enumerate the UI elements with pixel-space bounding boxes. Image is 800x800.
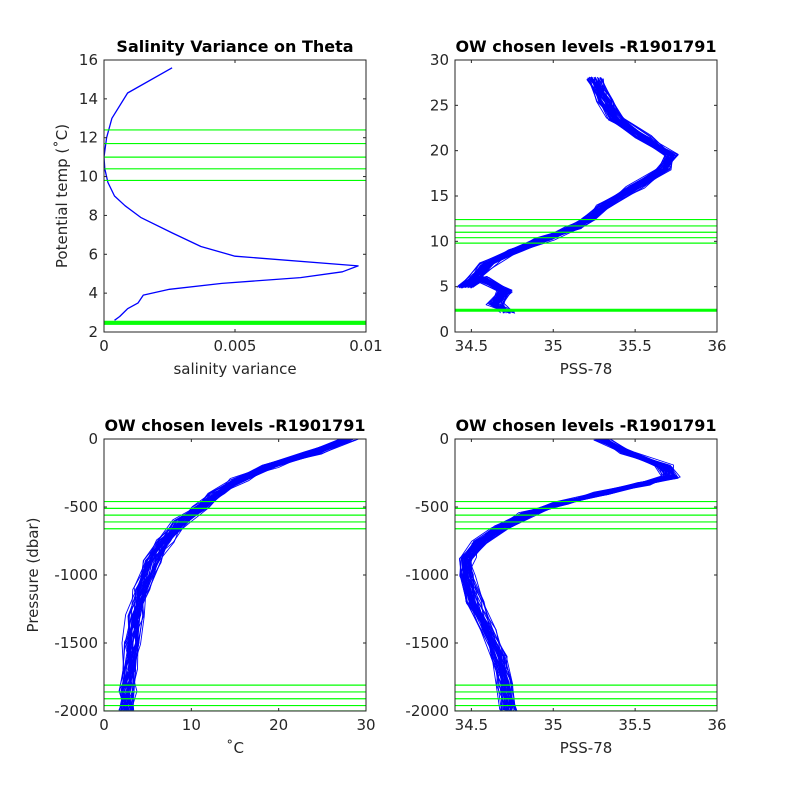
- x-tick-label: 30: [356, 716, 375, 734]
- y-tick-label: 2: [88, 323, 98, 341]
- y-tick-label: 16: [79, 51, 98, 69]
- x-axis-label: ˚C: [226, 739, 244, 757]
- series-line: [126, 439, 349, 710]
- y-axis-label: Potential temp (˚C): [53, 124, 71, 268]
- y-tick-label: 20: [430, 142, 449, 160]
- y-tick-label: 5: [439, 278, 449, 296]
- series-line: [463, 76, 672, 312]
- x-axis-label: salinity variance: [173, 360, 296, 378]
- x-tick-label: 35.5: [618, 337, 651, 355]
- series-line: [470, 79, 674, 314]
- chart-title: OW chosen levels -R1901791: [104, 416, 365, 435]
- y-tick-label: 15: [430, 187, 449, 205]
- y-tick-label: 25: [430, 96, 449, 114]
- chart-panel-1: 0 0.005 0.01 2 4 6 8 10 12 14 16 Salinity Variance …: [53, 37, 383, 378]
- y-tick-label: 10: [79, 168, 98, 186]
- x-axis-label: PSS-78: [560, 739, 613, 757]
- plot-content: [455, 439, 717, 711]
- plot-area: [455, 60, 717, 332]
- x-tick-label: 35: [544, 716, 563, 734]
- x-tick-label: 0.005: [214, 337, 257, 355]
- series-line: [467, 439, 681, 711]
- x-tick-label: 36: [707, 337, 726, 355]
- series-line: [130, 439, 359, 711]
- chart-title: Salinity Variance on Theta: [116, 37, 353, 56]
- y-axis-label: Pressure (dbar): [24, 518, 42, 633]
- y-tick-label: -1000: [54, 566, 98, 584]
- y-tick-label: 4: [88, 284, 98, 302]
- x-tick-label: 34.5: [455, 337, 488, 355]
- y-tick-label: -1500: [54, 634, 98, 652]
- y-tick-label: 30: [430, 51, 449, 69]
- y-tick-label: 10: [430, 232, 449, 250]
- chart-title: OW chosen levels -R1901791: [455, 416, 716, 435]
- y-tick-label: -1000: [405, 566, 449, 584]
- y-tick-label: 0: [439, 430, 449, 448]
- plot-content: [104, 67, 366, 325]
- x-tick-label: 10: [182, 716, 201, 734]
- series-line: [104, 67, 359, 321]
- chart-panel-4: 34.5 35 35.5 36 -2000 -1500 -1000 -500 0 OW chose…: [405, 416, 726, 757]
- chart-panel-3: 0 10 20 30 -2000 -1500 -1000 -500 0 OW chosen lev…: [24, 416, 376, 757]
- plot-content: [104, 439, 366, 711]
- y-tick-label: -1500: [405, 634, 449, 652]
- chart-title: OW chosen levels -R1901791: [455, 37, 716, 56]
- y-tick-label: -2000: [405, 702, 449, 720]
- y-tick-label: 12: [79, 129, 98, 147]
- y-tick-label: -500: [415, 498, 449, 516]
- series-line: [470, 439, 674, 711]
- x-tick-label: 0.01: [349, 337, 382, 355]
- x-tick-label: 36: [707, 716, 726, 734]
- x-tick-label: 34.5: [455, 716, 488, 734]
- y-tick-label: 0: [88, 430, 98, 448]
- y-tick-label: -2000: [54, 702, 98, 720]
- y-tick-label: 14: [79, 90, 98, 108]
- y-tick-label: 0: [439, 323, 449, 341]
- y-tick-label: 8: [88, 206, 98, 224]
- x-tick-label: 35: [544, 337, 563, 355]
- y-tick-label: 6: [88, 245, 98, 263]
- plot-content: [455, 76, 717, 314]
- plot-area: [104, 60, 366, 332]
- x-axis-label: PSS-78: [560, 360, 613, 378]
- x-tick-label: 20: [269, 716, 288, 734]
- series-line: [472, 78, 673, 314]
- x-tick-label: 35.5: [618, 716, 651, 734]
- x-tick-label: 0: [99, 716, 109, 734]
- x-tick-label: 0: [99, 337, 109, 355]
- y-tick-label: -500: [64, 498, 98, 516]
- chart-panel-2: 34.5 35 35.5 36 0 5 10 15 20 25 30 OW chosen levels…: [430, 37, 727, 378]
